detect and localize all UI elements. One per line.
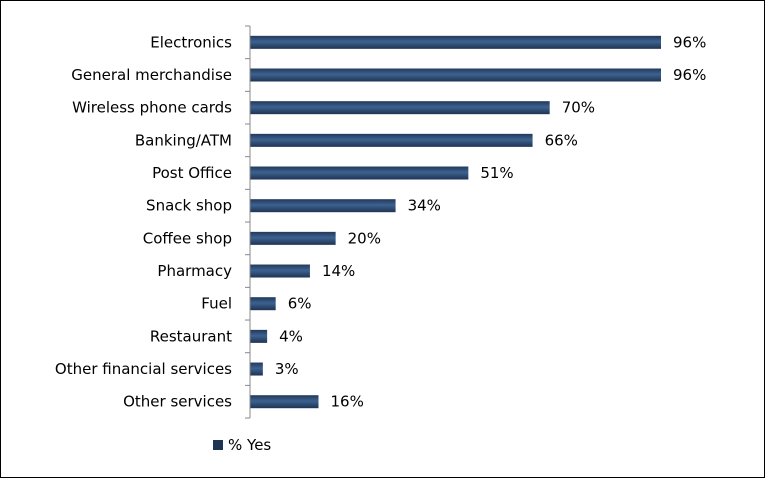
data-label: 16% bbox=[331, 393, 364, 411]
category-label: Coffee shop bbox=[143, 229, 232, 247]
category-label: Post Office bbox=[152, 164, 232, 182]
data-label: 3% bbox=[275, 360, 299, 378]
legend-label: % Yes bbox=[228, 436, 271, 454]
legend: % Yes bbox=[213, 436, 271, 454]
category-label: Other services bbox=[123, 393, 232, 411]
category-label: General merchandise bbox=[71, 66, 232, 84]
bar bbox=[250, 264, 310, 278]
bar bbox=[250, 362, 263, 376]
data-label: 34% bbox=[408, 197, 441, 215]
bar bbox=[250, 101, 550, 115]
data-label: 66% bbox=[545, 131, 578, 149]
data-label: 6% bbox=[288, 295, 312, 313]
bar bbox=[250, 231, 336, 245]
bar bbox=[250, 329, 268, 343]
category-label: Fuel bbox=[201, 295, 232, 313]
data-label: 14% bbox=[322, 262, 355, 280]
data-label: 51% bbox=[480, 164, 513, 182]
category-label: Other financial services bbox=[55, 360, 232, 378]
bar bbox=[250, 297, 276, 311]
data-label: 96% bbox=[673, 33, 706, 51]
category-label: Wireless phone cards bbox=[72, 99, 232, 117]
bar bbox=[250, 166, 469, 180]
category-label: Pharmacy bbox=[157, 262, 232, 280]
data-label: 20% bbox=[348, 229, 381, 247]
data-label: 96% bbox=[673, 66, 706, 84]
category-label: Snack shop bbox=[146, 197, 232, 215]
category-label: Banking/ATM bbox=[135, 131, 232, 149]
category-label: Electronics bbox=[150, 33, 232, 51]
bar bbox=[250, 133, 533, 147]
legend-swatch bbox=[213, 440, 223, 450]
data-label: 70% bbox=[562, 99, 595, 117]
bar bbox=[250, 35, 661, 49]
bar bbox=[250, 199, 396, 213]
bar bbox=[250, 395, 319, 409]
bar bbox=[250, 68, 661, 82]
category-label: Restaurant bbox=[150, 327, 232, 345]
data-label: 4% bbox=[279, 327, 303, 345]
